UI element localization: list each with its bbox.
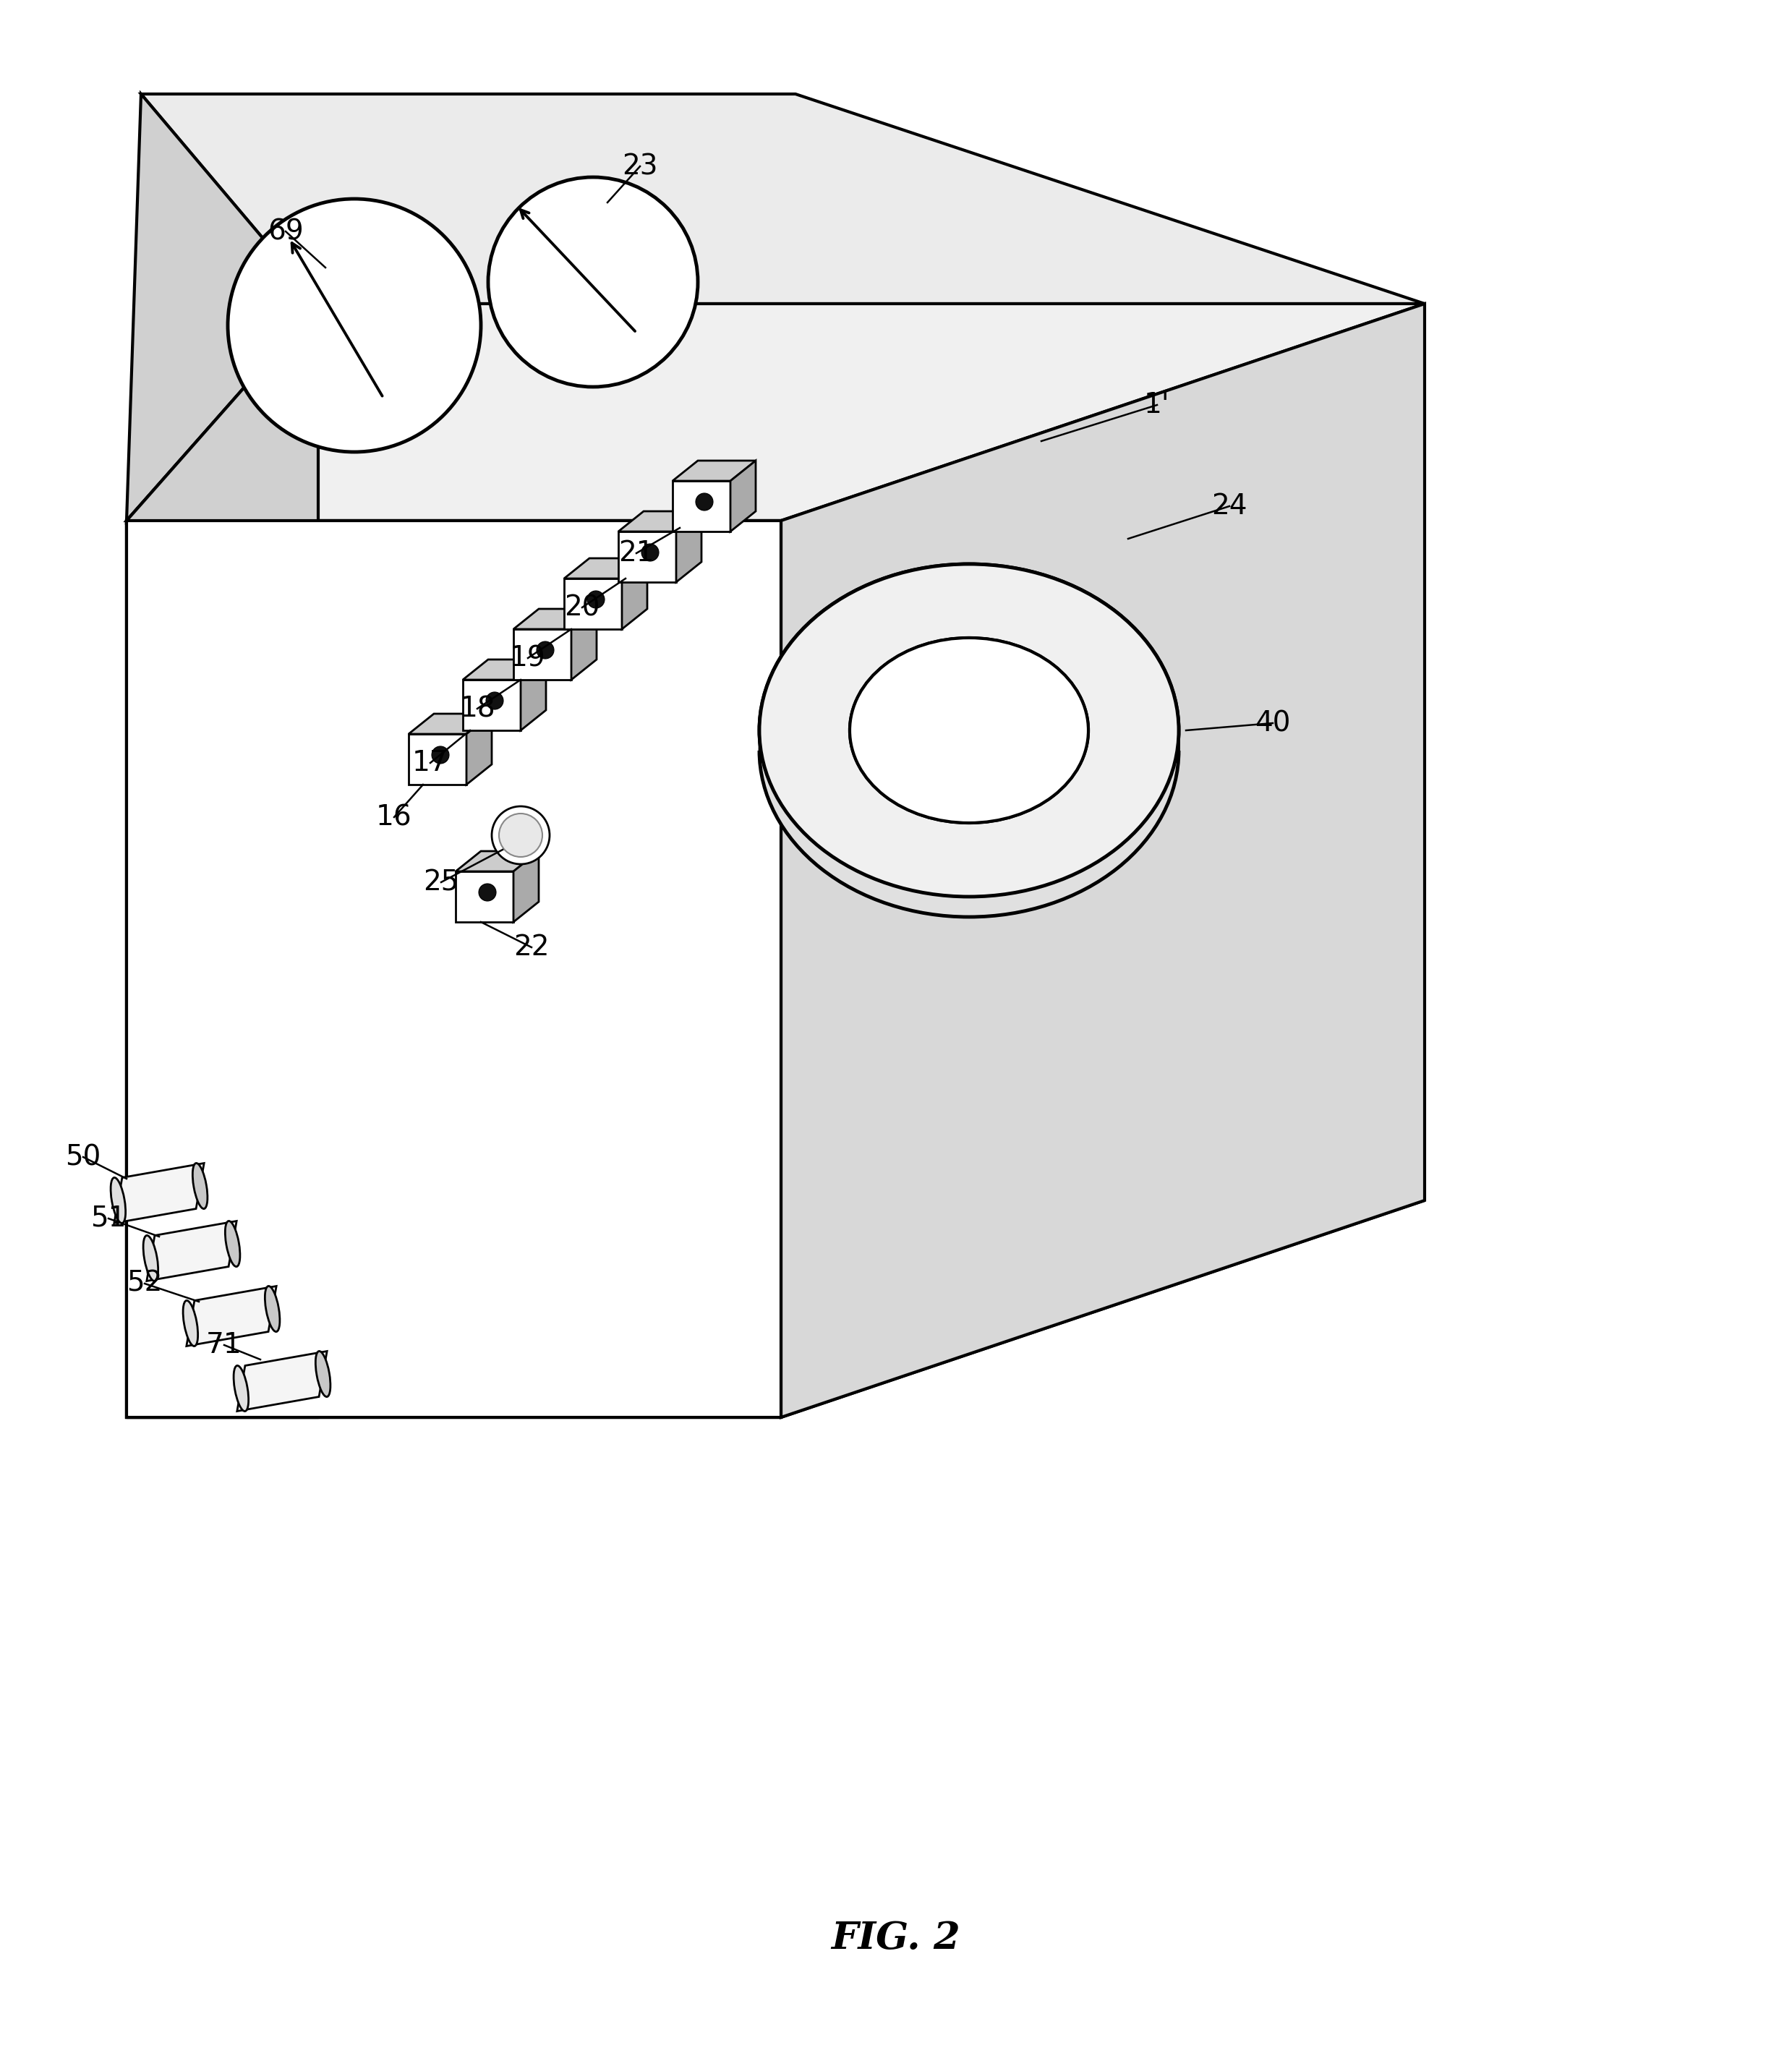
Polygon shape (672, 461, 756, 481)
Ellipse shape (143, 1235, 158, 1281)
Text: 52: 52 (127, 1271, 163, 1297)
Polygon shape (618, 510, 701, 531)
Text: 19: 19 (511, 645, 547, 671)
Polygon shape (521, 659, 547, 731)
Polygon shape (781, 304, 1425, 1417)
Polygon shape (147, 1221, 237, 1281)
Polygon shape (731, 461, 756, 531)
Text: 51: 51 (91, 1204, 127, 1231)
Polygon shape (572, 609, 597, 680)
Polygon shape (676, 510, 701, 583)
Text: 25: 25 (423, 868, 459, 897)
Text: 23: 23 (622, 153, 658, 180)
Polygon shape (514, 609, 597, 630)
Polygon shape (186, 1287, 276, 1347)
Ellipse shape (849, 638, 1088, 822)
Circle shape (491, 806, 550, 864)
Polygon shape (409, 733, 466, 785)
Polygon shape (514, 630, 572, 680)
Polygon shape (142, 95, 1425, 304)
Ellipse shape (760, 585, 1179, 917)
Polygon shape (622, 558, 647, 630)
Text: 20: 20 (564, 593, 600, 622)
Ellipse shape (265, 1285, 280, 1333)
Text: 24: 24 (1211, 492, 1247, 521)
Ellipse shape (233, 1366, 249, 1411)
Polygon shape (237, 1351, 326, 1411)
Circle shape (642, 543, 659, 562)
Polygon shape (115, 1163, 204, 1223)
Text: 1': 1' (1143, 390, 1170, 419)
Polygon shape (514, 851, 539, 921)
Polygon shape (462, 659, 547, 680)
Text: 21: 21 (618, 539, 654, 566)
Polygon shape (127, 521, 781, 1417)
Ellipse shape (111, 1178, 125, 1223)
Polygon shape (127, 304, 1425, 521)
Text: 17: 17 (412, 750, 448, 777)
Circle shape (695, 494, 713, 510)
Ellipse shape (315, 1351, 330, 1397)
Polygon shape (466, 713, 491, 785)
Ellipse shape (760, 564, 1179, 897)
Ellipse shape (192, 1163, 208, 1209)
Ellipse shape (226, 1221, 240, 1266)
Polygon shape (127, 521, 781, 1417)
Circle shape (536, 640, 554, 659)
Text: 22: 22 (514, 934, 550, 961)
Polygon shape (455, 851, 539, 872)
Text: 40: 40 (1254, 709, 1290, 738)
Polygon shape (455, 872, 514, 921)
Ellipse shape (228, 198, 480, 452)
Ellipse shape (849, 638, 1088, 822)
Circle shape (588, 591, 604, 607)
Ellipse shape (183, 1300, 197, 1347)
Polygon shape (564, 578, 622, 630)
Circle shape (432, 746, 450, 764)
Polygon shape (672, 481, 731, 531)
Circle shape (478, 884, 496, 901)
Polygon shape (127, 304, 319, 1417)
Polygon shape (409, 713, 491, 733)
Text: 69: 69 (267, 217, 303, 246)
Text: 71: 71 (206, 1331, 242, 1359)
Polygon shape (127, 95, 319, 521)
Ellipse shape (487, 178, 697, 386)
Circle shape (486, 692, 504, 709)
Polygon shape (462, 680, 521, 731)
Circle shape (498, 814, 543, 857)
Polygon shape (127, 1200, 1425, 1417)
Text: FIG. 2: FIG. 2 (831, 1919, 961, 1957)
Text: 50: 50 (65, 1142, 100, 1171)
Text: 16: 16 (376, 804, 412, 831)
Polygon shape (564, 558, 647, 578)
Ellipse shape (760, 564, 1179, 897)
Text: 18: 18 (459, 694, 495, 723)
Polygon shape (618, 531, 676, 583)
